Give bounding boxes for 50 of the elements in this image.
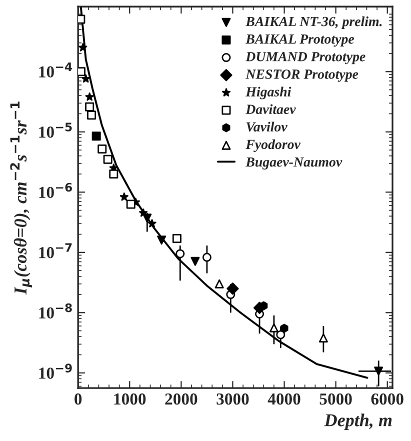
point — [120, 192, 128, 201]
x-tick-label: 2000 — [165, 393, 198, 405]
y-tick-label: 10$^{−6}$ — [39, 182, 72, 198]
point — [280, 324, 288, 333]
y-tick-label: 10$^{−5}$ — [39, 122, 72, 138]
y-tick-label: 10$^{−8}$ — [39, 303, 72, 319]
legend-label: BAIKAL Prototype — [246, 34, 354, 47]
point — [85, 92, 94, 101]
point — [78, 43, 88, 52]
point — [109, 170, 118, 179]
x-tick-label: 4000 — [268, 393, 300, 405]
x-tick-label: 5000 — [320, 393, 352, 405]
point — [226, 282, 239, 295]
point — [87, 110, 96, 120]
point — [103, 154, 112, 164]
legend-label: Bugaev-Naumov — [246, 157, 342, 170]
x-tick-label: 1000 — [114, 393, 146, 405]
point — [214, 279, 224, 288]
legend-label: Fyodorov — [246, 139, 301, 152]
point — [276, 330, 286, 340]
point — [176, 249, 185, 258]
point — [139, 208, 148, 217]
point — [260, 301, 268, 310]
legend-label: DUMAND Prototype — [246, 52, 366, 64]
x-tick-label: 3000 — [216, 393, 249, 405]
x-tick-label: 0 — [74, 393, 82, 405]
legend-label: Davitaev — [246, 104, 296, 114]
point — [269, 323, 278, 332]
x-tick-label: 6000 — [371, 393, 404, 405]
legend-label: BAIKAL NT-36, prelim. — [246, 16, 382, 30]
y-tick-label: 10$^{−9}$ — [39, 364, 72, 379]
point — [92, 132, 101, 141]
point — [202, 252, 212, 262]
point — [148, 219, 156, 228]
point — [85, 102, 94, 112]
legend-label: Vavilov — [246, 122, 288, 132]
point — [82, 74, 90, 83]
y-tick-label: 10$^{−4}$ — [39, 62, 72, 78]
point — [318, 333, 328, 342]
y-tick-label: 10$^{−7}$ — [39, 243, 72, 258]
point — [190, 256, 200, 266]
y-axis-title: I$_{μ}$(cosθ=0), cm$^{−2}$s$^{−1}$sr$^{−1}$ — [10, 102, 32, 295]
point — [157, 236, 166, 245]
legend-label: Higashi — [246, 86, 292, 100]
point — [374, 366, 384, 376]
legend-label: NESTOR Prototype — [246, 70, 358, 82]
point — [172, 234, 182, 244]
x-axis-title: Depth, m — [324, 414, 392, 430]
point — [98, 144, 107, 154]
point — [126, 200, 136, 209]
